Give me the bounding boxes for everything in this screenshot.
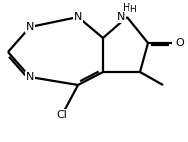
Text: Cl: Cl bbox=[57, 110, 67, 120]
Text: N: N bbox=[26, 72, 34, 82]
Text: O: O bbox=[175, 38, 184, 48]
Text: H: H bbox=[129, 5, 136, 14]
Text: N: N bbox=[26, 22, 34, 32]
Text: H: H bbox=[123, 3, 131, 13]
Text: N: N bbox=[74, 12, 82, 22]
Text: N: N bbox=[117, 12, 125, 22]
